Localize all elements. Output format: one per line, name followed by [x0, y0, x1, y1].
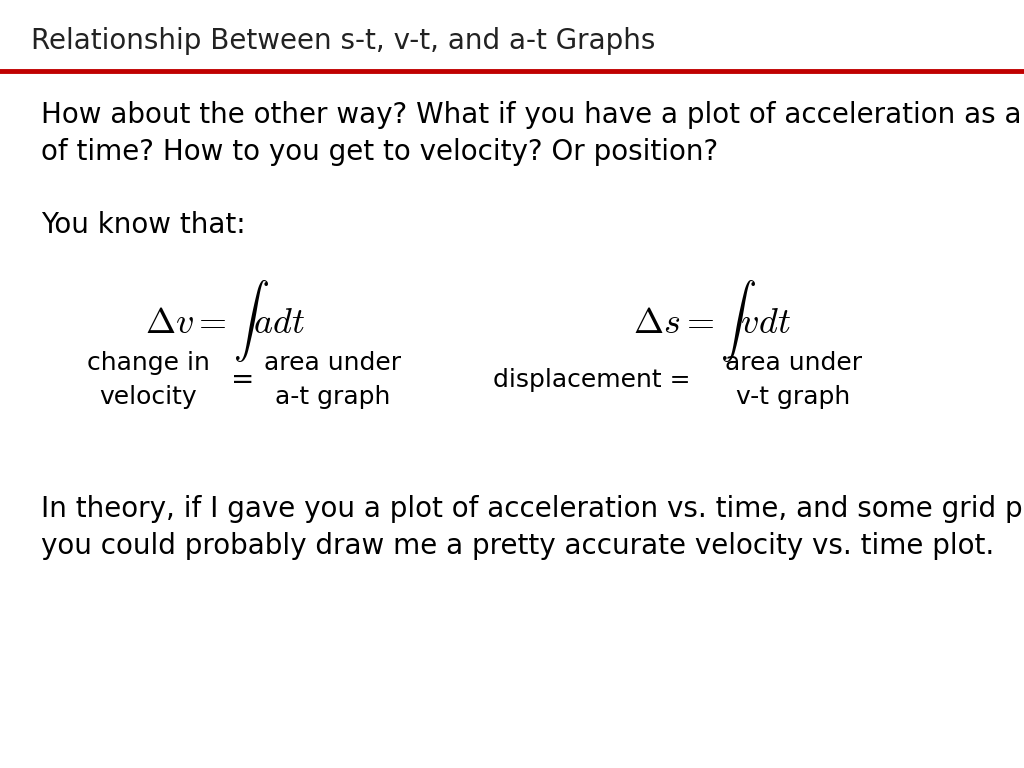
- Text: In theory, if I gave you a plot of acceleration vs. time, and some grid paper,
y: In theory, if I gave you a plot of accel…: [41, 495, 1024, 560]
- Text: displacement =: displacement =: [494, 368, 690, 392]
- Text: Relationship Between s-t, v-t, and a-t Graphs: Relationship Between s-t, v-t, and a-t G…: [31, 27, 655, 55]
- Text: change in
velocity: change in velocity: [87, 352, 210, 409]
- Text: =: =: [231, 366, 254, 394]
- Text: $\Delta s = \int vdt$: $\Delta s = \int vdt$: [633, 278, 791, 364]
- Text: How about the other way? What if you have a plot of acceleration as a function
o: How about the other way? What if you hav…: [41, 101, 1024, 166]
- Text: You know that:: You know that:: [41, 211, 246, 239]
- Text: area under
v-t graph: area under v-t graph: [725, 352, 862, 409]
- Text: area under
a-t graph: area under a-t graph: [264, 352, 401, 409]
- Text: $\Delta v = \int adt$: $\Delta v = \int adt$: [145, 278, 305, 364]
